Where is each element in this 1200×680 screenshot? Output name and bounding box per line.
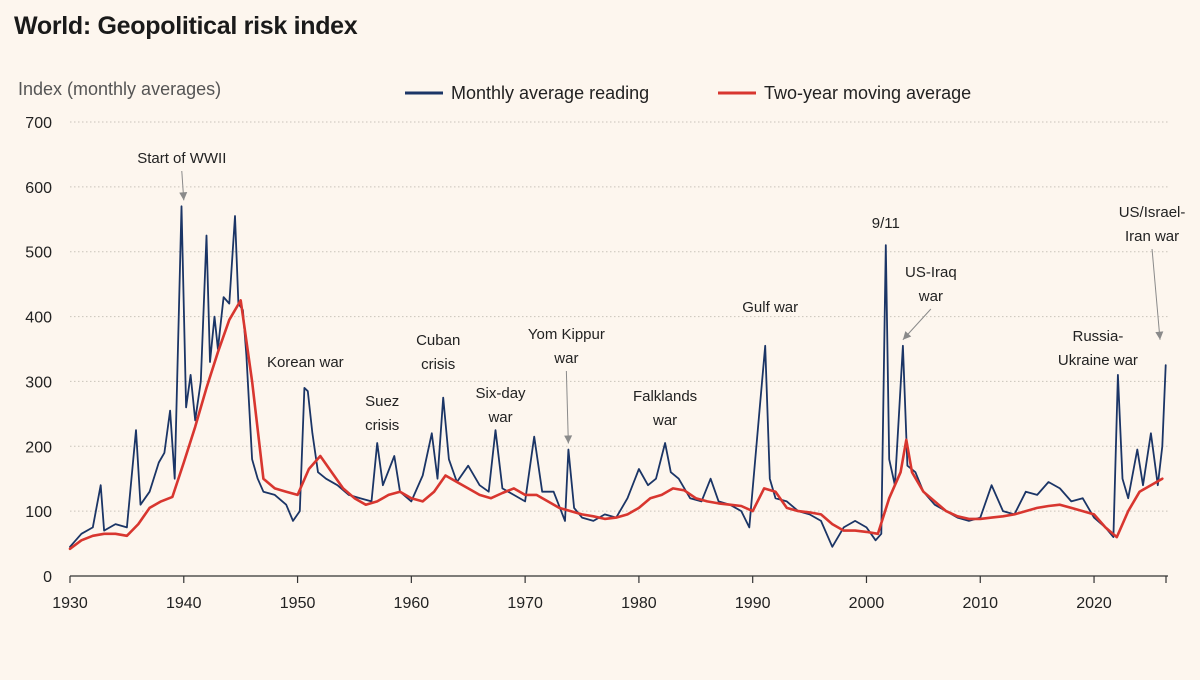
annotation-six-day-war: Six-day war xyxy=(476,385,527,426)
annotation-line: Gulf war xyxy=(742,299,798,316)
annotation-line: US/Israel- xyxy=(1119,204,1186,221)
x-tick-label: 2000 xyxy=(849,595,885,612)
annotation-line: Ukraine war xyxy=(1058,352,1138,369)
y-tick-label: 200 xyxy=(25,439,52,456)
x-tick-label: 1990 xyxy=(735,595,771,612)
legend-item-moving-average-label: Two-year moving average xyxy=(764,83,971,103)
annotation-cuban-crisis: Cuban crisis xyxy=(416,332,460,373)
annotation-arrowhead xyxy=(902,331,912,340)
annotation-russia-ukraine-war: Russia- Ukraine war xyxy=(1058,328,1138,369)
y-tick-label: 700 xyxy=(25,115,52,132)
annotation-line: war xyxy=(652,412,677,429)
chart-title: World: Geopolitical risk index xyxy=(14,12,358,40)
annotation-line: Iran war xyxy=(1125,228,1179,245)
monthly-reading-line xyxy=(69,205,1167,548)
x-tick-label: 1980 xyxy=(621,595,657,612)
annotation-line: war xyxy=(487,409,512,426)
annotation-line: US-Iraq xyxy=(905,264,957,281)
annotation-9-11: 9/11 xyxy=(872,215,900,232)
annotation-line: Six-day xyxy=(476,385,527,402)
annotation-line: war xyxy=(918,288,943,305)
y-tick-label: 300 xyxy=(25,374,52,391)
annotation-arrow-line xyxy=(565,370,569,444)
y-tick-label: 400 xyxy=(25,310,52,327)
x-tick-label: 2020 xyxy=(1076,595,1112,612)
y-tick-label: 100 xyxy=(25,504,52,521)
annotation-line: Cuban xyxy=(416,332,460,349)
y-axis-title: Index (monthly averages) xyxy=(18,79,221,99)
x-tick-label: 1960 xyxy=(394,595,430,612)
annotation-korean-war: Korean war xyxy=(267,354,344,371)
legend-item-monthly-label: Monthly average reading xyxy=(451,83,649,103)
x-tick-label: 2010 xyxy=(962,595,998,612)
annotation-gulf-war: Gulf war xyxy=(742,299,798,316)
y-tick-label: 500 xyxy=(25,245,52,262)
moving-average-line xyxy=(68,299,1164,551)
x-tick-label: 1970 xyxy=(507,595,543,612)
annotation-suez-crisis: Suez crisis xyxy=(365,393,399,434)
annotation-us-israel-iran-war: US/Israel- Iran war xyxy=(1119,204,1186,245)
annotation-line: Suez xyxy=(365,393,399,410)
annotation-arrowhead xyxy=(564,435,573,444)
annotation-yom-kippur-war: Yom Kippur war xyxy=(528,326,605,367)
x-tick-label: 1930 xyxy=(52,595,88,612)
x-tick-label: 1950 xyxy=(280,595,316,612)
annotation-arrowhead xyxy=(179,192,188,201)
annotation-start-of-wwii: Start of WWII xyxy=(137,150,226,167)
x-tick-label: 1940 xyxy=(166,595,202,612)
annotation-line: crisis xyxy=(421,356,455,373)
annotation-line: Russia- xyxy=(1073,328,1124,345)
annotation-line: crisis xyxy=(365,417,399,434)
annotation-line: 9/11 xyxy=(872,215,900,232)
y-tick-label: 0 xyxy=(43,569,52,586)
annotation-line: Korean war xyxy=(267,354,344,371)
annotation-line: Start of WWII xyxy=(137,150,226,167)
annotation-line: war xyxy=(553,350,578,367)
y-tick-label: 600 xyxy=(25,180,52,197)
annotation-falklands-war: Falklands war xyxy=(633,388,697,429)
annotation-arrow-line xyxy=(1151,248,1161,340)
annotation-us-iraq-war: US-Iraq war xyxy=(905,264,957,305)
annotation-line: Yom Kippur xyxy=(528,326,605,343)
annotation-arrowhead xyxy=(1155,331,1164,340)
annotation-line: Falklands xyxy=(633,388,697,405)
